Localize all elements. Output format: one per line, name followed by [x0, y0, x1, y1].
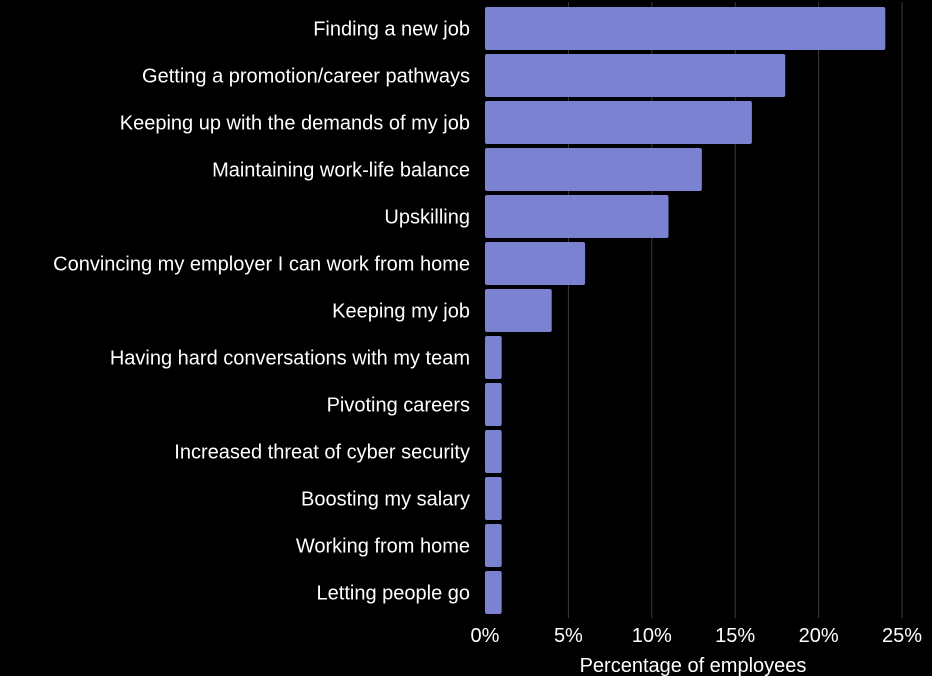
bar [485, 571, 502, 614]
bar [485, 195, 669, 238]
bar [485, 7, 886, 50]
x-tick-label: 15% [715, 625, 755, 647]
bar [485, 242, 586, 285]
x-tick-label: 20% [799, 625, 839, 647]
x-tick-label: 25% [882, 625, 922, 647]
x-tick-label: 10% [632, 625, 672, 647]
x-tick-label: 5% [554, 625, 583, 647]
bars [485, 7, 886, 614]
category-label: Working from home [296, 536, 470, 558]
bar [485, 148, 702, 191]
x-axis-ticks: 0% 5% 10% 15% 20% 25% [471, 625, 923, 647]
category-label: Keeping my job [332, 301, 470, 323]
category-label: Increased threat of cyber security [174, 442, 470, 464]
x-tick-label: 0% [471, 625, 500, 647]
category-label: Finding a new job [313, 19, 470, 41]
bar [485, 289, 552, 332]
category-label: Boosting my salary [301, 489, 470, 511]
bar [485, 101, 752, 144]
bar [485, 336, 502, 379]
category-label: Convincing my employer I can work from h… [53, 254, 470, 276]
category-label: Pivoting careers [327, 395, 470, 417]
category-label: Getting a promotion/career pathways [142, 66, 470, 88]
x-axis-title: Percentage of employees [580, 655, 807, 676]
category-label: Maintaining work-life balance [212, 160, 470, 182]
bar [485, 477, 502, 520]
bar [485, 54, 786, 97]
bar [485, 430, 502, 473]
category-label: Upskilling [384, 207, 470, 229]
category-label: Having hard conversations with my team [110, 348, 470, 370]
category-label: Keeping up with the demands of my job [120, 113, 470, 135]
category-labels: Finding a new job Getting a promotion/car… [53, 19, 470, 605]
bar [485, 524, 502, 567]
category-label: Letting people go [317, 583, 470, 605]
bar [485, 383, 502, 426]
